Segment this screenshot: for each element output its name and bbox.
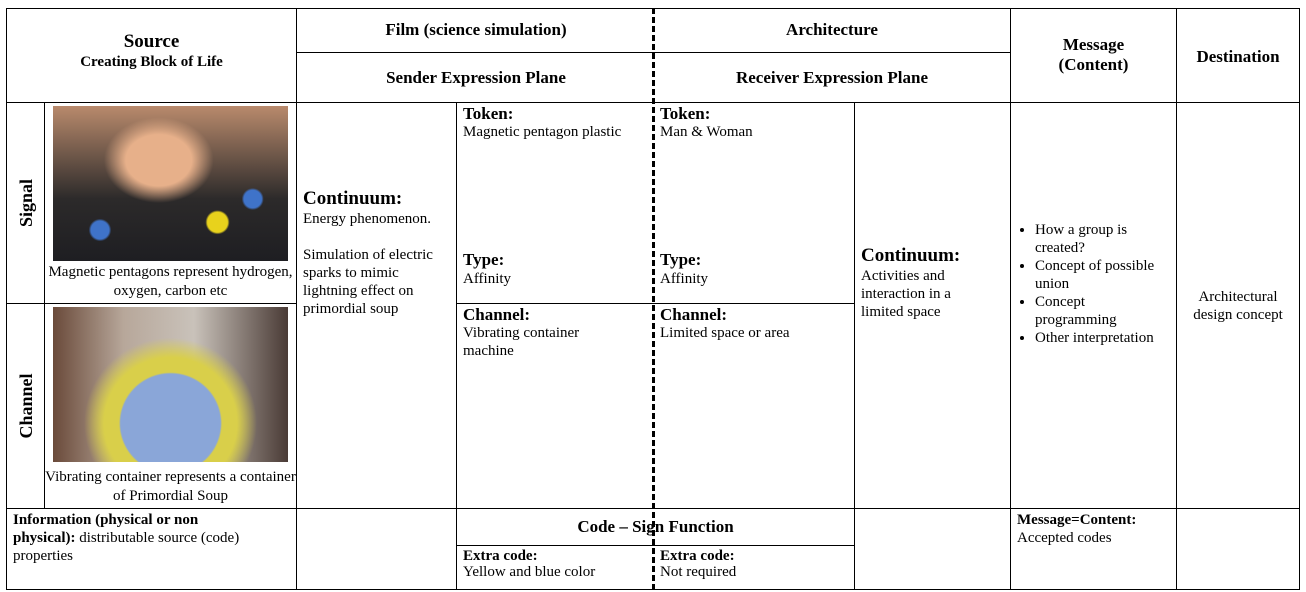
- receiver-token-text: Man & Woman: [660, 124, 753, 140]
- sender-channel-title: Channel:: [463, 305, 531, 324]
- film-header: Film (science simulation): [296, 8, 655, 53]
- receiver-continuum-title: Continuum:: [861, 245, 961, 266]
- receiver-extra-title: Extra code:: [660, 548, 735, 564]
- sender-continuum-text2: Simulation of electric sparks to mimic l…: [303, 247, 433, 317]
- receiver-token-cell: Token: Man & Woman Type: Affinity: [654, 102, 855, 304]
- sender-continuum-text: Energy phenomenon.: [303, 211, 432, 227]
- receiver-type-text: Affinity: [660, 271, 709, 287]
- receiver-continuum: Continuum: Activities and interaction in…: [854, 102, 1011, 509]
- code-sign-cell: Code – Sign Function: [456, 508, 855, 546]
- sender-extra-text: Yellow and blue color: [463, 564, 596, 580]
- empty-cell: [1176, 508, 1300, 590]
- sender-continuum-title: Continuum:: [303, 188, 403, 209]
- sender-token-title: Token:: [463, 104, 514, 123]
- message-footer-title: Message=Content:: [1017, 512, 1137, 528]
- receiver-channel-cell: Channel: Limited space or area: [654, 303, 855, 509]
- info-cell: Information (physical or non physical): …: [6, 508, 297, 590]
- sender-continuum: Continuum: Energy phenomenon. Simulation…: [296, 102, 457, 509]
- sender-channel-cell: Channel: Vibrating container machine: [456, 303, 655, 509]
- source-header: Source Creating Block of Life: [6, 8, 297, 103]
- signal-photo-cell: Magnetic pentagons represent hydrogen, o…: [44, 102, 297, 304]
- channel-photo-cell: Vibrating container represents a contain…: [44, 303, 297, 509]
- message-footer-text: Accepted codes: [1017, 530, 1112, 546]
- receiver-extra-text: Not required: [660, 564, 737, 580]
- channel-label: Channel: [15, 373, 36, 439]
- signal-label: Signal: [15, 178, 36, 228]
- receiver-channel-text: Limited space or area: [660, 325, 790, 341]
- receiver-token-title: Token:: [660, 104, 711, 123]
- source-title: Source: [123, 31, 180, 52]
- message-item: Other interpretation: [1035, 329, 1170, 347]
- sender-token-text: Magnetic pentagon plastic: [463, 124, 622, 140]
- receiver-type-title: Type:: [660, 250, 702, 269]
- destination-header: Destination: [1176, 8, 1300, 103]
- channel-photo: [53, 307, 288, 462]
- sender-extra-cell: Extra code: Yellow and blue color: [456, 545, 655, 590]
- receiver-extra-cell: Extra code: Not required: [654, 545, 855, 590]
- message-item: Concept programming: [1035, 293, 1170, 329]
- message-item: Concept of possible union: [1035, 257, 1170, 293]
- destination-text: Architectural design concept: [1193, 289, 1283, 323]
- architecture-header: Architecture: [654, 8, 1011, 53]
- source-subtitle: Creating Block of Life: [80, 54, 223, 70]
- sender-type-title: Type:: [463, 250, 505, 269]
- signal-caption: Magnetic pentagons represent hydrogen, o…: [48, 264, 293, 299]
- message-item: How a group is created?: [1035, 221, 1170, 257]
- sender-plane-header: Sender Expression Plane: [296, 52, 655, 103]
- info-title: Information (physical or non physical):: [13, 512, 199, 546]
- empty-cell: [296, 508, 457, 590]
- message-cell: How a group is created?Concept of possib…: [1010, 102, 1177, 509]
- dashed-divider: [652, 8, 655, 590]
- signal-photo: [53, 106, 288, 261]
- channel-label-cell: Channel: [6, 303, 45, 509]
- empty-cell: [854, 508, 1011, 590]
- receiver-plane-header: Receiver Expression Plane: [654, 52, 1011, 103]
- receiver-continuum-text: Activities and interaction in a limited …: [861, 268, 951, 320]
- sender-token-cell: Token: Magnetic pentagon plastic Type: A…: [456, 102, 655, 304]
- message-header: Message (Content): [1010, 8, 1177, 103]
- message-list: How a group is created?Concept of possib…: [1017, 221, 1170, 347]
- sender-type-text: Affinity: [463, 271, 512, 287]
- sender-extra-title: Extra code:: [463, 548, 538, 564]
- message-footer-cell: Message=Content: Accepted codes: [1010, 508, 1177, 590]
- sender-channel-text: Vibrating container machine: [463, 325, 580, 359]
- info-text: distributable source (code) properties: [13, 530, 240, 564]
- destination-cell: Architectural design concept: [1176, 102, 1300, 509]
- receiver-channel-title: Channel:: [660, 305, 728, 324]
- channel-caption: Vibrating container represents a contain…: [45, 469, 296, 504]
- signal-label-cell: Signal: [6, 102, 45, 304]
